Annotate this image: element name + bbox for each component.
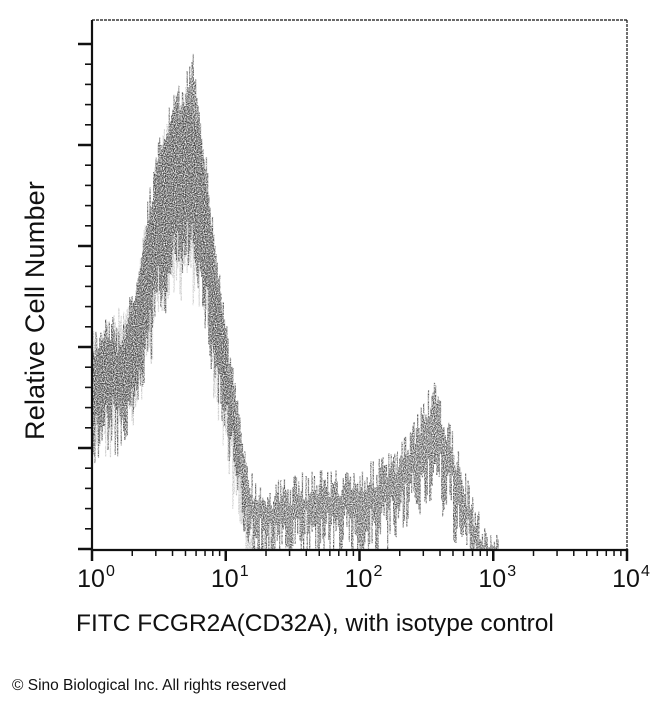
sample-trace — [93, 53, 499, 549]
y-axis-ticks — [78, 42, 92, 551]
x-tick-label: 100 — [77, 563, 115, 593]
x-tick-label: 103 — [478, 563, 517, 593]
x-axis-ticks — [90, 549, 629, 561]
x-tick-label: 101 — [210, 563, 249, 593]
x-tick-label: 104 — [612, 563, 650, 593]
copyright-notice: © Sino Biological Inc. All rights reserv… — [12, 677, 287, 694]
x-tick-label: 102 — [344, 563, 383, 593]
histogram-plot — [78, 19, 629, 561]
histogram-series — [93, 53, 499, 549]
x-axis-label: FITC FCGR2A(CD32A), with isotype control — [76, 610, 554, 637]
y-axis-label: Relative Cell Number — [20, 180, 50, 440]
plot-frame — [90, 19, 628, 552]
